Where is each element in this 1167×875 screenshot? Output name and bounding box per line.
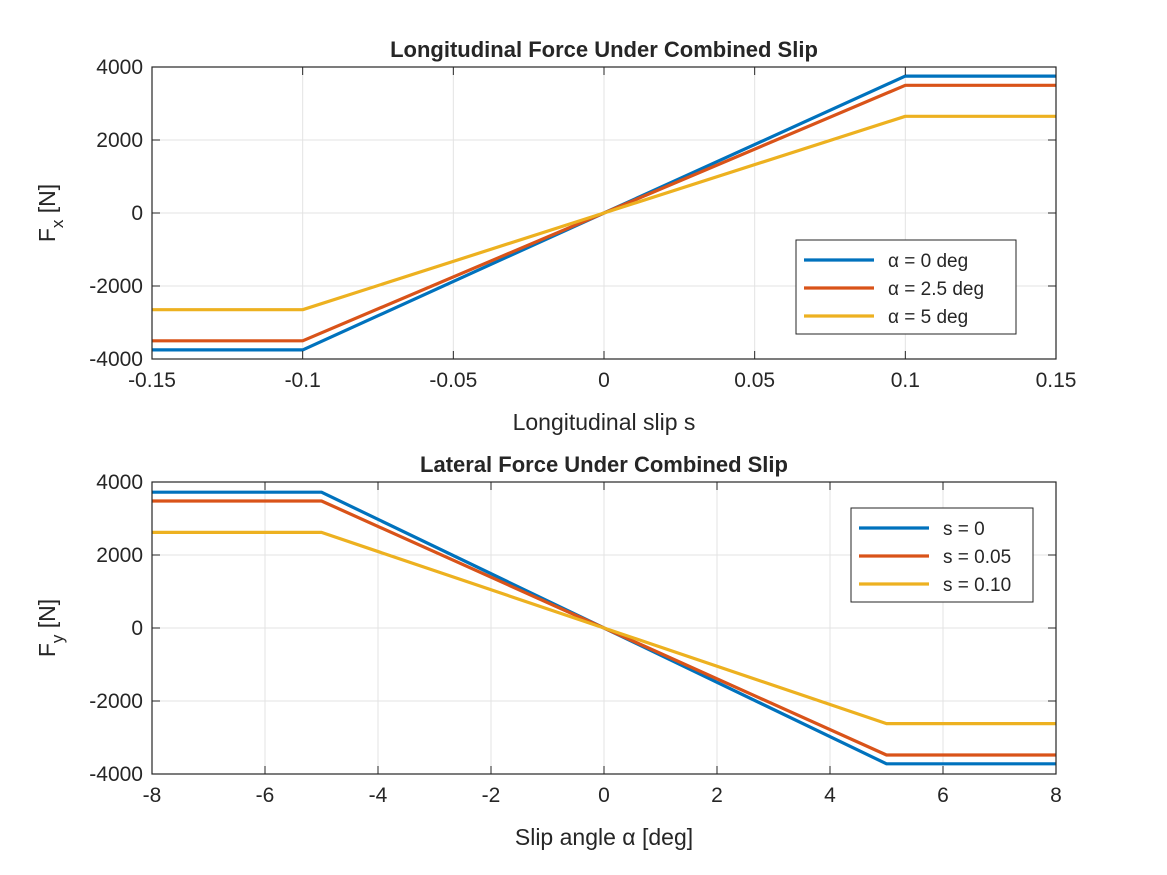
x-tick-label: 0	[598, 784, 610, 807]
legend-label: s = 0.05	[943, 547, 1011, 568]
y-tick-label: -2000	[89, 690, 143, 713]
x-tick-label: 4	[824, 784, 836, 807]
y-axis-label: Fx [N]	[34, 184, 67, 242]
x-tick-label: -6	[256, 784, 275, 807]
legend-label: s = 0	[943, 519, 985, 540]
lateral-force-panel: -8 -6 -4 -2 0 2 4 6 8 -4000 -2000 0 2000 4000 Lateral…	[34, 452, 1062, 850]
y-tick-label: 0	[131, 617, 143, 640]
chart-title: Longitudinal Force Under Combined Slip	[390, 37, 818, 62]
x-tick-label: 8	[1050, 784, 1062, 807]
series-line	[152, 114, 1056, 312]
x-tick-label: -0.1	[285, 369, 321, 392]
x-tick-label: -4	[369, 784, 388, 807]
x-tick-label: 2	[711, 784, 723, 807]
legend: α = 0 deg α = 2.5 deg α = 5 deg	[795, 239, 1017, 335]
x-tick-label: -2	[482, 784, 501, 807]
ticks: -0.15 -0.1 -0.05 0 0.05 0.1 0.15 -4000 -2000 0 200…	[89, 56, 1076, 392]
series-lines	[152, 74, 1056, 352]
legend-label: α = 5 deg	[888, 307, 968, 328]
legend-label: α = 2.5 deg	[888, 279, 984, 300]
y-tick-label: -4000	[89, 763, 143, 786]
x-axis-label: Slip angle α [deg]	[515, 824, 693, 850]
x-tick-label: 6	[937, 784, 949, 807]
x-tick-label: 0.1	[891, 369, 920, 392]
chart-title: Lateral Force Under Combined Slip	[420, 452, 788, 477]
y-axis-label: Fy [N]	[34, 599, 67, 657]
legend: s = 0 s = 0.05 s = 0.10	[850, 507, 1034, 603]
legend-label: s = 0.10	[943, 575, 1011, 596]
ticks: -8 -6 -4 -2 0 2 4 6 8 -4000 -2000 0 2000 4000	[89, 471, 1062, 807]
x-tick-label: -0.15	[128, 369, 176, 392]
x-tick-label: -0.05	[429, 369, 477, 392]
x-tick-label: -8	[143, 784, 162, 807]
y-tick-label: 0	[131, 202, 143, 225]
legend-label: α = 0 deg	[888, 251, 968, 272]
x-axis-label: Longitudinal slip s	[513, 409, 696, 435]
y-tick-label: 4000	[96, 56, 143, 79]
x-tick-label: 0	[598, 369, 610, 392]
y-tick-label: 4000	[96, 471, 143, 494]
y-tick-label: -2000	[89, 275, 143, 298]
y-tick-label: 2000	[96, 129, 143, 152]
series-lines	[152, 490, 1056, 766]
series-line	[152, 530, 1056, 726]
x-tick-label: 0.15	[1036, 369, 1077, 392]
x-tick-label: 0.05	[734, 369, 775, 392]
y-tick-label: -4000	[89, 348, 143, 371]
y-tick-label: 2000	[96, 544, 143, 567]
longitudinal-force-panel: -0.15 -0.1 -0.05 0 0.05 0.1 0.15 -4000 -2000 0 200…	[34, 37, 1076, 435]
